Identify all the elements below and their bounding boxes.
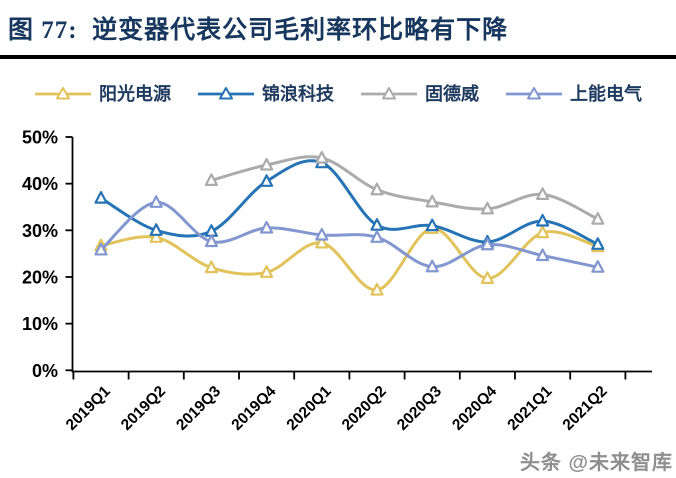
light-blue-line-triangle-icon: [506, 86, 562, 99]
series-固德威: [204, 150, 605, 225]
legend-label: 上能电气: [570, 84, 642, 104]
legend-label: 固德威: [425, 84, 479, 104]
legend-item-sungrow: 阳光电源: [34, 80, 171, 106]
legend-item-goodwe: 固德威: [360, 80, 479, 106]
y-axis-tick-label: 20%: [22, 267, 58, 287]
legend-label: 阳光电源: [99, 84, 171, 104]
y-axis-tick-label: 0%: [32, 361, 58, 381]
watermark: 头条 @未来智库: [519, 452, 673, 474]
x-axis-tick-label: 2021Q1: [504, 383, 555, 434]
dark-blue-line-triangle-icon: [198, 86, 254, 99]
x-axis-tick-label: 2019Q2: [118, 383, 169, 434]
x-axis-tick-label: 2020Q4: [449, 383, 500, 434]
chart-legend: 阳光电源 锦浪科技 固德威 上能电气: [0, 80, 676, 106]
y-axis-tick-label: 50%: [22, 128, 58, 148]
figure-title: 图 77: 逆变器代表公司毛利率环比略有下降: [8, 17, 509, 44]
legend-label: 锦浪科技: [262, 84, 334, 104]
x-axis-tick-label: 2019Q4: [228, 383, 279, 434]
x-axis-tick-label: 2020Q1: [284, 383, 335, 434]
legend-item-ginlong: 锦浪科技: [197, 80, 334, 106]
gray-line-triangle-icon: [361, 86, 417, 99]
y-axis-tick-label: 10%: [22, 314, 58, 334]
legend-item-sineng: 上能电气: [505, 80, 642, 106]
title-divider: [0, 55, 676, 59]
x-axis-tick-label: 2019Q1: [63, 383, 114, 434]
series-锦浪科技: [94, 155, 605, 250]
series-上能电气: [94, 195, 605, 273]
x-axis-tick-label: 2021Q2: [560, 383, 611, 434]
axes: [65, 136, 652, 380]
x-axis-tick-label: 2019Q3: [173, 383, 224, 434]
yellow-line-triangle-icon: [35, 86, 91, 99]
x-axis-tick-label: 2020Q2: [339, 383, 390, 434]
x-axis-tick-label: 2020Q3: [394, 383, 445, 434]
y-axis-tick-label: 30%: [22, 221, 58, 241]
y-axis-tick-label: 40%: [22, 174, 58, 194]
